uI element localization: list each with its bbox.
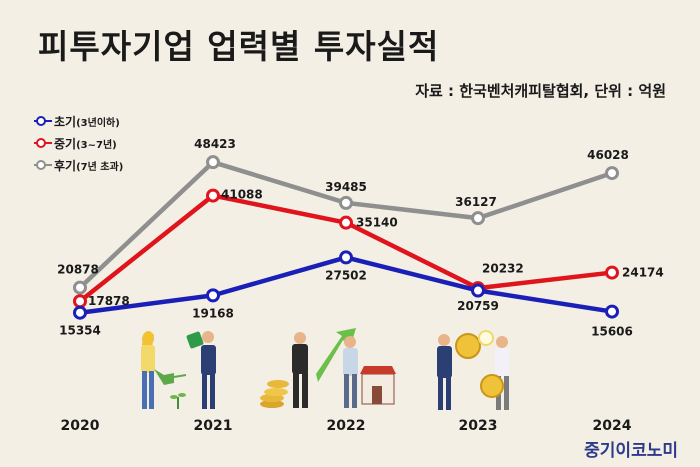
point-early-2023	[471, 283, 485, 298]
point-middle-2021	[206, 188, 220, 203]
data-label-late-2021: 48423	[194, 137, 236, 151]
legend-label-early: 초기	[54, 114, 77, 129]
legend-marker-middle	[34, 138, 52, 148]
watering-plant-illustration	[141, 331, 216, 409]
x-tick-label-2024: 2024	[593, 418, 632, 434]
source-note: 자료 : 한국벤처캐피탈협회, 단위 : 억원	[415, 82, 666, 100]
brand-logo: 중기이코노미	[584, 441, 678, 461]
point-late-2022	[339, 195, 353, 210]
series-line-early	[77, 255, 615, 315]
legend-marker-late	[34, 160, 52, 170]
point-early-2020	[73, 305, 87, 320]
data-label-late-2022: 39485	[325, 180, 367, 194]
legend-sub-middle: (3~7년)	[76, 139, 117, 151]
point-middle-2020	[73, 294, 87, 309]
data-label-late-2023: 36127	[455, 195, 497, 209]
point-early-2022	[339, 250, 353, 265]
legend-label-late: 후기	[54, 158, 77, 173]
data-label-early-2020: 15354	[59, 324, 101, 338]
chart-title: 피투자기업 업력별 투자실적	[38, 27, 440, 66]
data-label-middle-2023: 20759	[457, 299, 499, 313]
handshake-coins-illustration	[260, 328, 396, 408]
legend-item-middle: 중기(3~7년)	[34, 132, 123, 154]
data-label-early-2024: 15606	[591, 325, 633, 339]
legend-marker-early	[34, 116, 52, 126]
legend-item-late: 후기(7년 초과)	[34, 154, 123, 176]
legend-sub-early: (3년이하)	[76, 117, 120, 129]
data-label-early-2021: 19168	[192, 306, 234, 320]
legend-label-middle: 중기	[54, 136, 77, 151]
legend: 초기(3년이하) 중기(3~7년) 후기(7년 초과)	[34, 110, 123, 176]
x-tick-label-2023: 2023	[459, 418, 498, 434]
data-label-middle-2020: 17878	[88, 294, 130, 308]
data-label-early-2022: 27502	[325, 268, 367, 282]
point-early-2021	[206, 288, 220, 303]
point-early-2024	[605, 304, 619, 319]
x-tick-label-2020: 2020	[61, 418, 100, 434]
point-middle-2022	[339, 215, 353, 230]
x-tick-label-2021: 2021	[194, 418, 233, 434]
legend-item-early: 초기(3년이하)	[34, 110, 123, 132]
data-label-early-2023: 20232	[482, 262, 524, 276]
point-middle-2024	[605, 265, 619, 280]
data-label-middle-2021: 41088	[221, 188, 263, 202]
point-late-2023	[471, 211, 485, 226]
data-label-middle-2022: 35140	[356, 216, 398, 230]
data-label-late-2024: 46028	[587, 148, 629, 162]
legend-sub-late: (7년 초과)	[76, 161, 124, 173]
point-late-2020	[73, 280, 87, 295]
investors-coin-illustration	[437, 330, 510, 410]
data-label-late-2020: 20878	[57, 263, 99, 277]
point-late-2024	[605, 166, 619, 181]
point-late-2021	[206, 155, 220, 170]
x-tick-label-2022: 2022	[327, 418, 366, 434]
data-label-middle-2024: 24174	[622, 266, 664, 280]
